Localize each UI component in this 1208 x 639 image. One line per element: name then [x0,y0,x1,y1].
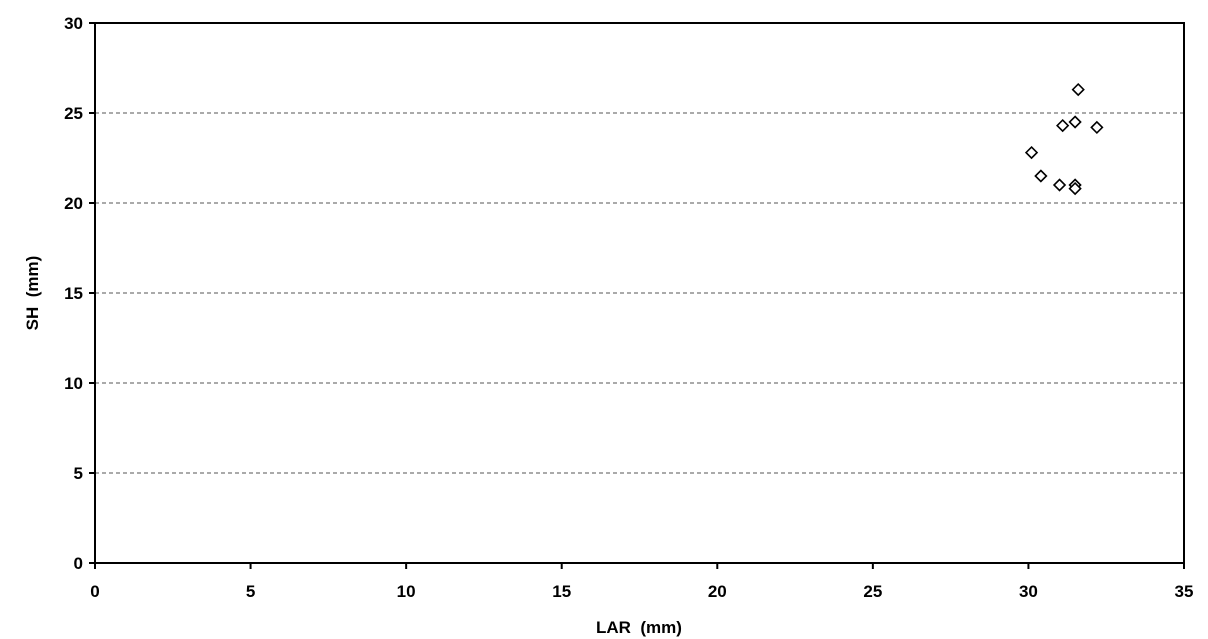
x-axis-ticks: 0 5 10 15 20 25 30 35 [90,563,1193,601]
data-point [1071,82,1085,97]
data-point [1068,181,1082,196]
y-tick-label-20: 20 [64,194,83,213]
y-tick-label-10: 10 [64,374,83,393]
y-tick-label-5: 5 [74,464,83,483]
x-axis-title: LAR (mm) [596,618,682,637]
y-tick-label-25: 25 [64,104,83,123]
x-tick-label-5: 5 [246,582,255,601]
y-axis-title: SH (mm) [23,256,42,331]
x-tick-label-0: 0 [90,582,99,601]
x-tick-label-35: 35 [1175,582,1194,601]
data-point [1052,178,1067,192]
data-point [1090,120,1104,135]
data-point [1024,145,1039,160]
data-point [1068,115,1082,129]
y-axis-ticks: 0 5 10 15 20 25 30 [64,14,95,573]
x-tick-label-30: 30 [1019,582,1038,601]
x-tick-label-10: 10 [397,582,416,601]
data-point [1034,169,1048,183]
data-point [1056,118,1070,133]
y-tick-label-30: 30 [64,14,83,33]
y-tick-label-0: 0 [74,554,83,573]
x-tick-label-15: 15 [552,582,571,601]
x-tick-label-20: 20 [708,582,727,601]
x-tick-label-25: 25 [863,582,882,601]
data-points [1024,82,1104,196]
y-tick-label-15: 15 [64,284,83,303]
gridlines [95,112,1184,474]
